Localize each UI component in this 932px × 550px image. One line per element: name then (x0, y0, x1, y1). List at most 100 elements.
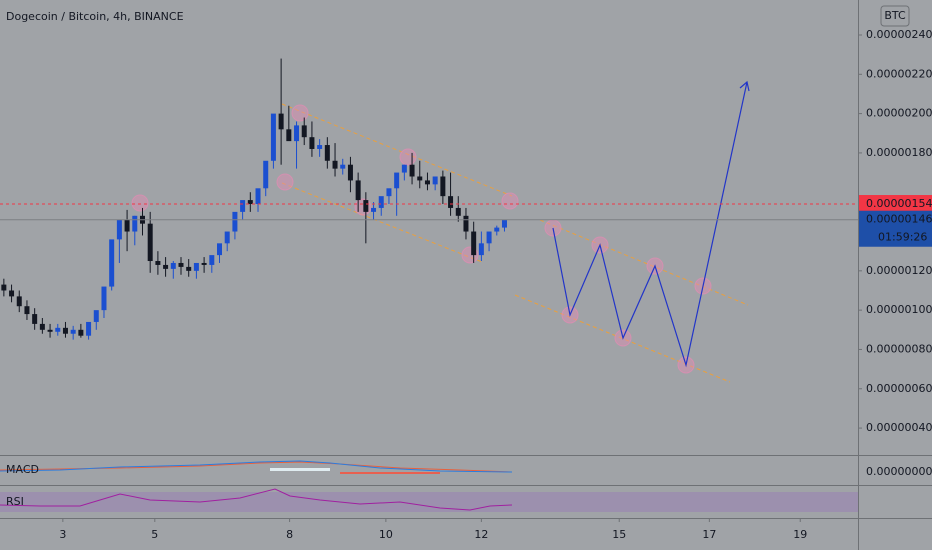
candle-body (155, 261, 161, 265)
macd-histogram (270, 468, 330, 471)
candle-body (170, 262, 176, 269)
candle-body (193, 262, 199, 271)
y-tick-label: 0.00000200 (866, 107, 932, 120)
touch-point (276, 173, 294, 191)
candle-body (9, 290, 15, 297)
currency[interactable]: BTC (884, 9, 906, 22)
channel-lower (281, 182, 483, 263)
candle-body (232, 211, 238, 232)
y-tick-label: 0.00000080 (866, 342, 932, 355)
candle-body (78, 329, 84, 336)
candle-body (263, 160, 269, 189)
candle-body (478, 243, 484, 256)
rsi-label: RSI (6, 495, 24, 508)
last-price-label: 0.00000146 (866, 213, 932, 226)
candle-body (55, 327, 61, 332)
x-tick-label: 17 (702, 528, 716, 541)
candle-body (448, 196, 454, 208)
candle-body (417, 176, 423, 181)
macd-line (0, 460, 513, 473)
macd-tick-label: 0.00000000 (866, 465, 932, 478)
touch-point (354, 198, 372, 216)
candle-body (394, 172, 400, 189)
macd-histogram (340, 472, 440, 474)
last-price-badge (859, 210, 932, 247)
countdown: 01:59:26 (878, 231, 927, 244)
candle-body (209, 255, 215, 265)
projection-path (552, 81, 748, 368)
rsi-line (0, 488, 513, 511)
rsi-band (0, 492, 858, 512)
x-tick-label: 10 (379, 528, 393, 541)
candle-body (163, 264, 169, 269)
touch-point (501, 192, 519, 210)
candle-body (109, 239, 115, 287)
channel-upper (281, 103, 513, 197)
touch-point (131, 194, 149, 212)
chart-title: Dogecoin / Bitcoin, 4h, BINANCE (6, 10, 184, 23)
candle-body (62, 327, 68, 334)
touch-point (399, 148, 417, 166)
candle-body (494, 227, 500, 232)
candle-body (201, 262, 207, 265)
candle-body (101, 286, 107, 311)
candle-body (186, 266, 192, 271)
candle-body (432, 176, 438, 185)
candle-body (1, 284, 7, 291)
candle-body (270, 113, 276, 161)
candle-body (24, 306, 30, 315)
candle-body (217, 243, 223, 256)
candle-body (355, 180, 361, 201)
candle-body (486, 231, 492, 244)
macd-pane (0, 460, 513, 474)
candle-body (463, 215, 469, 232)
candle-body (309, 137, 315, 149)
x-tick-label: 12 (474, 528, 488, 541)
candle-body (386, 188, 392, 197)
currency-box[interactable] (880, 5, 910, 27)
projection-arrow (739, 80, 750, 92)
candle-body (86, 321, 92, 336)
candle-body (93, 310, 99, 322)
macd-label: MACD (6, 463, 39, 476)
candle-body (378, 196, 384, 208)
candle-body (440, 176, 446, 197)
candle-body (371, 207, 377, 212)
candle-body (455, 207, 461, 216)
candle-body (247, 200, 253, 205)
candle-body (178, 262, 184, 267)
projected-upper (539, 219, 749, 306)
candle-body (47, 329, 53, 332)
candle-body (147, 223, 153, 262)
projected-lower (514, 294, 731, 383)
candle-body (501, 219, 507, 228)
candle-body (16, 296, 22, 307)
y-tick-label: 0.00000120 (866, 264, 932, 277)
candle-body (255, 188, 261, 205)
candle-body (301, 125, 307, 138)
y-tick-label: 0.00000220 (866, 67, 932, 80)
candle-body (286, 129, 292, 142)
x-tick-label: 19 (793, 528, 807, 541)
candle-body (132, 215, 138, 232)
candle-body (340, 164, 346, 169)
candle-body (401, 164, 407, 173)
y-tick-label: 0.00000180 (866, 146, 932, 159)
y-tick-label: 0.00000040 (866, 421, 932, 434)
candle-body (324, 145, 330, 161)
channel-lines (281, 103, 749, 383)
candle-body (39, 323, 45, 330)
x-tick-label: 15 (612, 528, 626, 541)
candle-body (116, 219, 122, 240)
candle-body (409, 164, 415, 177)
candle-body (294, 125, 300, 142)
candle-body (124, 219, 130, 232)
candle-body (471, 231, 477, 256)
y-tick-label: 0.00000100 (866, 303, 932, 316)
level-badge (859, 195, 932, 214)
candle-body (317, 145, 323, 149)
candle-body (347, 164, 353, 181)
candle-body (278, 113, 284, 130)
